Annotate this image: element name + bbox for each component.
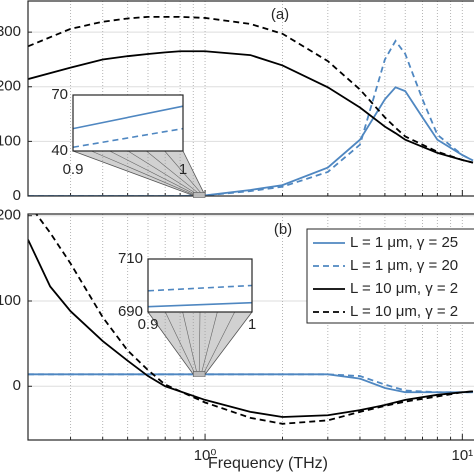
panel-label: (b) — [274, 221, 292, 238]
series-line — [72, 127, 184, 149]
inset-frame — [147, 258, 253, 313]
zoom-ray — [182, 311, 198, 375]
series-line — [72, 105, 184, 130]
series-line — [28, 86, 474, 196]
y-tick-label: 0 — [13, 187, 21, 204]
zoom-ray — [91, 150, 196, 196]
inset-frame — [72, 94, 184, 152]
zoom-ray — [198, 311, 201, 375]
zoom-ray — [164, 150, 204, 196]
zoom-ray — [109, 150, 198, 196]
zoom-region — [192, 371, 206, 377]
inset-x-tick-label: 0.9 — [138, 316, 159, 333]
legend-label: L = 1 μm, γ = 20 — [350, 257, 458, 274]
legend-box — [306, 228, 474, 324]
y-tick-label: 200 — [0, 78, 21, 95]
legend-label: L = 10 μm, γ = 2 — [350, 303, 458, 320]
inset-y-tick-label: 710 — [118, 250, 143, 267]
series-line — [147, 284, 253, 292]
series-line — [28, 15, 474, 164]
inset-x-tick-label: 1 — [248, 316, 256, 333]
zoom-ray — [146, 150, 202, 196]
x-axis-label: Frequency (THz) — [208, 455, 328, 472]
inset-y-tick-label: 690 — [118, 303, 143, 320]
series-line — [28, 239, 474, 418]
y-tick-label: 100 — [0, 292, 21, 309]
zoom-ray — [202, 311, 235, 375]
legend-label: L = 10 μm, γ = 2 — [350, 280, 458, 297]
series-line — [28, 373, 473, 394]
inset-y-tick-label: 70 — [51, 86, 68, 103]
zoom-ray — [165, 311, 196, 375]
inset-y-tick-label: 40 — [51, 142, 68, 159]
inset-area — [73, 95, 183, 151]
series-line — [28, 39, 474, 196]
y-tick-label: 0 — [13, 377, 21, 394]
zoom-ray — [200, 311, 218, 375]
x-tick-label: 10¹ — [451, 447, 473, 464]
y-tick-label: 200 — [0, 207, 21, 224]
series-line — [147, 301, 253, 308]
axes-frame — [27, 213, 474, 441]
legend-label: L = 1 μm, γ = 25 — [350, 234, 458, 251]
x-tick-label: 10⁰ — [194, 447, 217, 464]
series-line — [35, 214, 474, 425]
series-line — [28, 50, 474, 164]
zoom-ray — [127, 150, 200, 196]
zoom-region — [192, 192, 206, 198]
panel-label: (a) — [271, 6, 289, 23]
y-tick-label: 100 — [0, 132, 21, 149]
inset-x-tick-label: 1 — [179, 161, 187, 178]
y-tick-label: 300 — [0, 23, 21, 40]
axes-frame — [27, 0, 474, 197]
inset-x-tick-label: 0.9 — [63, 161, 84, 178]
